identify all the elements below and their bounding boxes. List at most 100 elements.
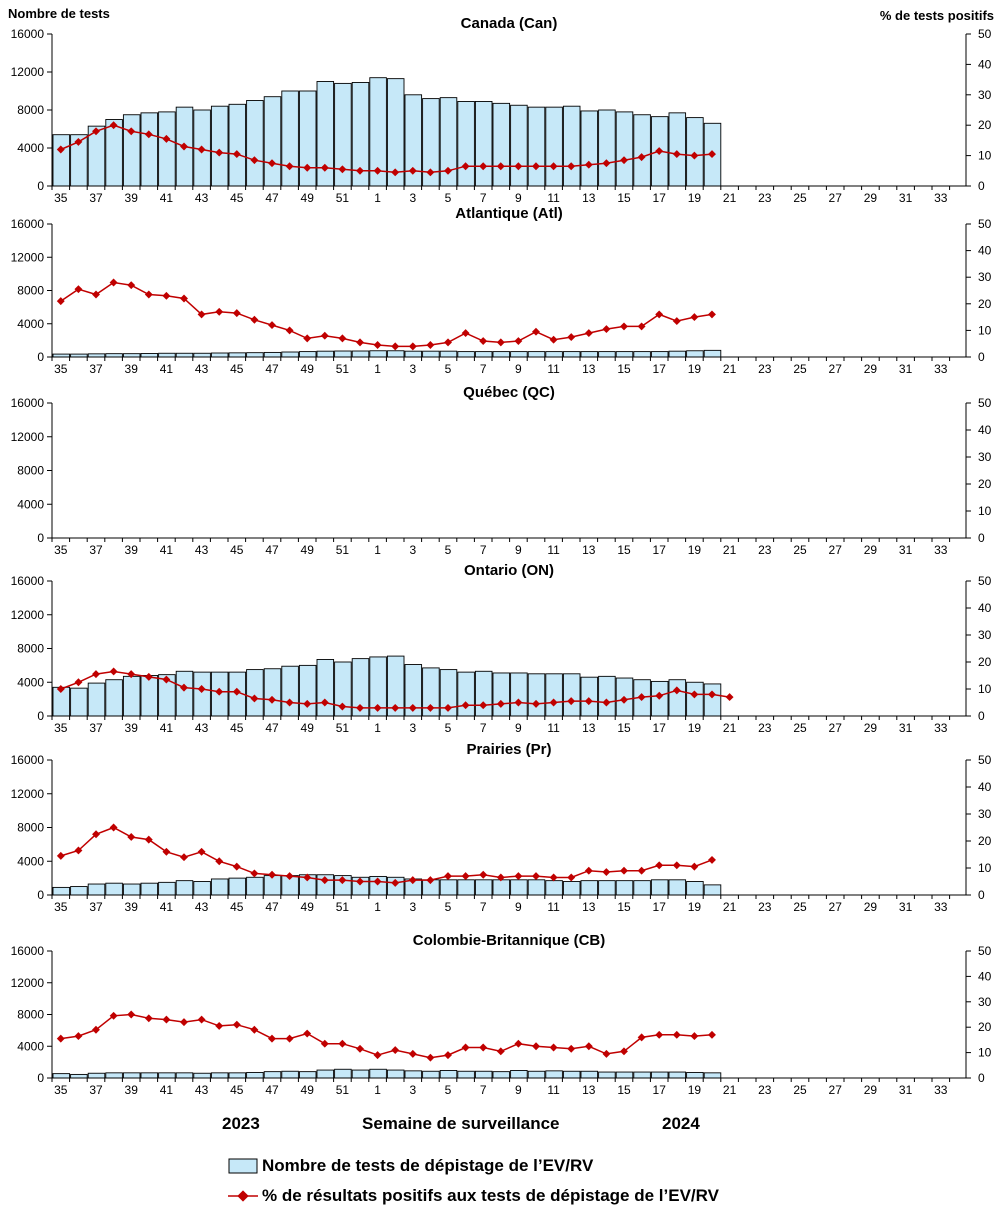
line-point — [127, 833, 136, 841]
x-tick-label: 15 — [617, 362, 631, 376]
line-point — [532, 327, 540, 336]
y-left-tick-label: 12000 — [11, 250, 45, 264]
line-point — [426, 168, 435, 177]
y-right-tick-label: 40 — [978, 780, 992, 794]
line-point — [496, 1047, 505, 1056]
bar — [351, 1069, 370, 1079]
line-point — [109, 823, 118, 832]
y-right-tick-label: 50 — [978, 574, 992, 588]
line-point — [514, 1039, 523, 1048]
x-tick-label: 47 — [265, 1083, 279, 1097]
x-tick-label: 47 — [265, 191, 279, 205]
line-point — [655, 861, 664, 870]
x-tick-label: 35 — [54, 362, 68, 376]
bar — [527, 1070, 546, 1079]
x-tick-label: 33 — [934, 362, 948, 376]
x-tick-label: 13 — [582, 543, 596, 557]
x-tick-label: 39 — [125, 1083, 139, 1097]
y-left-tick-label: 16000 — [11, 27, 45, 41]
line-point — [549, 162, 558, 171]
panel-1: Canada (Can) 0 4000 8000 12000 16000 0 10 20 30 40… — [11, 15, 992, 205]
x-tick-label: 39 — [125, 721, 139, 735]
line-point — [514, 698, 523, 707]
bar — [175, 352, 194, 358]
line-point — [338, 334, 347, 343]
bar — [615, 111, 634, 187]
bar — [492, 351, 511, 358]
bar — [140, 353, 159, 358]
bar — [246, 100, 264, 187]
bar — [105, 679, 123, 717]
line-point — [197, 310, 206, 319]
bar — [598, 675, 616, 717]
line-point — [672, 686, 681, 695]
line-point — [180, 853, 188, 862]
bar — [87, 883, 106, 896]
x-tick-label: 23 — [758, 362, 772, 376]
line-point — [127, 281, 136, 290]
x-tick-label: 33 — [934, 721, 948, 735]
bar — [615, 880, 634, 896]
bar — [439, 879, 458, 896]
line-point — [303, 873, 312, 882]
x-tick-label: 23 — [758, 721, 772, 735]
y-left-tick-label: 12000 — [11, 430, 45, 444]
line-point — [180, 142, 188, 151]
x-tick-label: 5 — [445, 1083, 452, 1097]
bar — [70, 886, 88, 896]
legend-line-swatch — [228, 1190, 258, 1202]
bar — [210, 352, 229, 358]
line-point — [250, 869, 259, 878]
y-right-tick-label: 10 — [978, 682, 992, 696]
line-point — [285, 1034, 294, 1043]
x-tick-label: 17 — [653, 721, 667, 735]
bar — [598, 351, 616, 358]
bar — [52, 886, 71, 896]
y-right-tick-label: 30 — [978, 995, 992, 1009]
line-point — [620, 156, 628, 165]
bar — [703, 349, 722, 358]
line-point — [232, 862, 241, 871]
line-point — [637, 866, 646, 875]
x-tick-label: 13 — [582, 721, 596, 735]
bar — [492, 1071, 511, 1079]
line-point — [320, 698, 329, 707]
line-point — [373, 166, 382, 175]
bar — [281, 351, 299, 358]
line-point — [391, 342, 400, 351]
line-point — [268, 321, 276, 330]
line-point — [285, 326, 294, 335]
line-point — [637, 153, 646, 162]
y-right-tick-label: 0 — [978, 1071, 985, 1085]
bar — [562, 1070, 581, 1079]
x-tick-label: 9 — [515, 362, 522, 376]
line-point — [444, 166, 452, 175]
x-tick-label: 3 — [409, 721, 416, 735]
panel-title: Québec (QC) — [463, 384, 555, 401]
line-point — [426, 703, 435, 712]
line-point — [725, 693, 734, 702]
x-tick-label: 45 — [230, 721, 244, 735]
line-point — [303, 1029, 312, 1038]
bar — [263, 668, 282, 717]
x-tick-label: 47 — [265, 543, 279, 557]
y-right-tick-label: 30 — [978, 88, 992, 102]
bar — [457, 100, 475, 187]
panel-2: Atlantique (Atl) 0 4000 8000 12000 16000 0 10 20… — [11, 205, 992, 376]
x-tick-label: 29 — [864, 900, 878, 914]
x-tick-label: 11 — [547, 900, 560, 914]
line-point — [215, 307, 224, 316]
line-point — [268, 695, 276, 704]
y-right-tick-label: 50 — [978, 753, 992, 767]
x-tick-label: 49 — [301, 1083, 315, 1097]
line-point — [532, 872, 540, 881]
x-tick-label: 31 — [899, 362, 913, 376]
x-tick-label: 11 — [547, 191, 560, 205]
y-right-tick-label: 50 — [978, 396, 992, 410]
x-tick-label: 5 — [445, 900, 452, 914]
bar — [580, 676, 599, 717]
bar — [598, 109, 616, 187]
line-point — [144, 290, 153, 299]
x-tick-label: 3 — [409, 362, 416, 376]
